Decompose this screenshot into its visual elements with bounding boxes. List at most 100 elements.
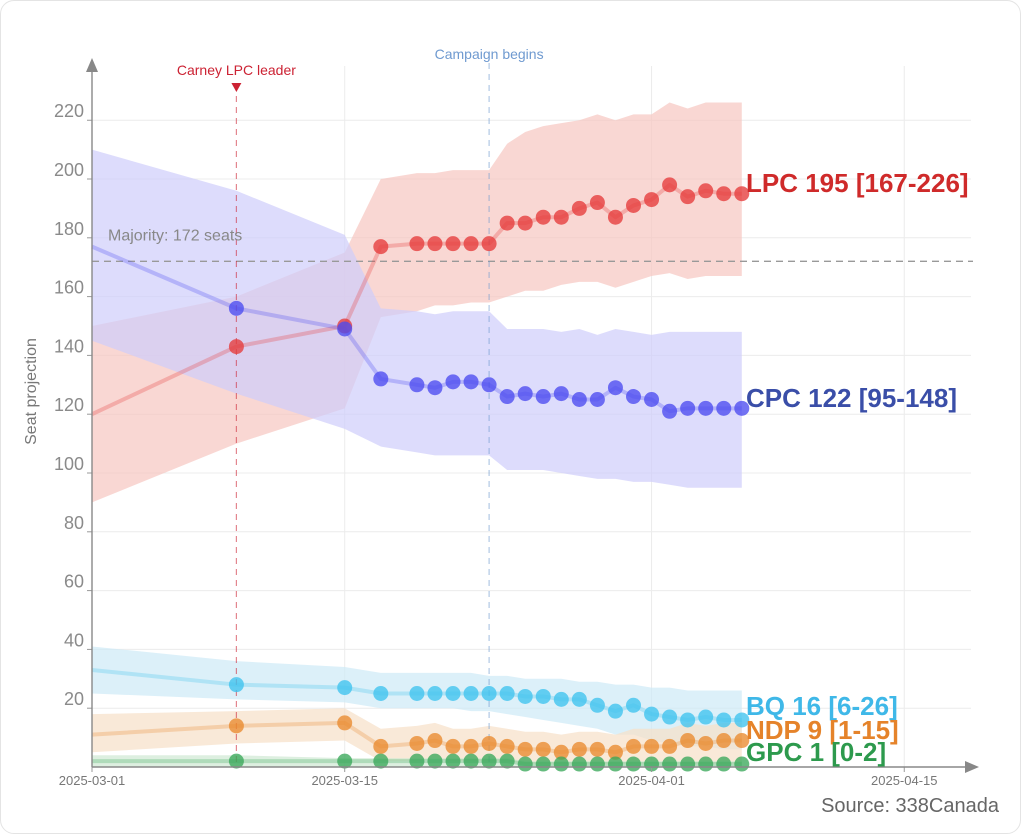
ytick-label: 160 bbox=[54, 278, 84, 298]
point-gpc bbox=[409, 753, 425, 769]
point-gpc bbox=[481, 753, 497, 769]
point-bq bbox=[644, 706, 660, 722]
point-gpc bbox=[535, 756, 551, 772]
point-lpc bbox=[517, 215, 533, 231]
point-cpc bbox=[228, 300, 244, 316]
annotation-marker bbox=[231, 83, 242, 92]
majority-label: Majority: 172 seats bbox=[108, 227, 242, 244]
point-ndp bbox=[626, 738, 641, 754]
point-lpc bbox=[463, 236, 479, 252]
point-cpc bbox=[589, 392, 605, 407]
point-cpc bbox=[517, 386, 533, 402]
series-points bbox=[228, 177, 750, 772]
point-gpc bbox=[734, 756, 750, 772]
ytick-label: 100 bbox=[54, 454, 84, 474]
point-ndp bbox=[427, 733, 443, 749]
point-ndp bbox=[463, 738, 479, 754]
point-gpc bbox=[680, 756, 696, 772]
ytick-label: 180 bbox=[54, 219, 84, 239]
point-lpc bbox=[499, 215, 515, 231]
point-lpc bbox=[716, 186, 732, 202]
point-ndp bbox=[373, 738, 389, 754]
point-lpc bbox=[662, 177, 678, 193]
point-gpc bbox=[427, 753, 443, 769]
ytick-label: 200 bbox=[54, 160, 84, 180]
point-bq bbox=[535, 688, 551, 704]
point-bq bbox=[517, 688, 533, 704]
point-lpc bbox=[571, 200, 587, 216]
source-note: Source: 338Canada bbox=[821, 795, 1000, 817]
point-ndp bbox=[644, 738, 660, 754]
point-cpc bbox=[662, 403, 678, 419]
point-bq bbox=[463, 686, 479, 701]
point-cpc bbox=[409, 377, 425, 393]
point-cpc bbox=[571, 392, 587, 407]
point-gpc bbox=[499, 753, 515, 769]
point-bq bbox=[734, 712, 750, 728]
ytick-label: 80 bbox=[64, 513, 84, 533]
end-label-bq: BQ 16 [6-26] bbox=[746, 691, 898, 721]
point-cpc bbox=[553, 386, 569, 402]
point-bq bbox=[589, 697, 605, 713]
point-cpc bbox=[499, 389, 515, 405]
point-bq bbox=[716, 712, 732, 728]
point-gpc bbox=[644, 756, 660, 772]
point-ndp bbox=[607, 744, 623, 760]
xtick-label: 2025-04-01 bbox=[618, 773, 685, 788]
point-ndp bbox=[445, 738, 461, 754]
point-ndp bbox=[517, 741, 533, 757]
end-label-ndp: NDP 9 [1-15] bbox=[746, 715, 899, 745]
point-ndp bbox=[680, 733, 696, 749]
point-lpc bbox=[553, 209, 569, 225]
point-ndp bbox=[734, 733, 750, 749]
point-bq bbox=[445, 686, 461, 701]
point-gpc bbox=[373, 753, 389, 769]
point-gpc bbox=[463, 753, 479, 769]
point-lpc bbox=[409, 236, 425, 252]
ytick-label: 60 bbox=[64, 572, 84, 592]
point-cpc bbox=[626, 389, 641, 405]
point-lpc bbox=[445, 236, 461, 252]
point-bq bbox=[553, 691, 569, 707]
point-ndp bbox=[409, 735, 425, 751]
point-cpc bbox=[445, 374, 461, 390]
point-bq bbox=[607, 703, 623, 719]
point-bq bbox=[698, 709, 714, 725]
point-bq bbox=[409, 686, 425, 701]
point-lpc bbox=[607, 209, 623, 225]
point-ndp bbox=[481, 735, 497, 751]
labels: Majority: 172 seats Carney LPC leader Camp… bbox=[23, 46, 1000, 817]
reference-lines bbox=[92, 63, 973, 767]
point-cpc bbox=[535, 389, 551, 405]
point-gpc bbox=[589, 756, 605, 772]
y-axis-arrow bbox=[86, 58, 98, 72]
point-ndp bbox=[553, 744, 569, 760]
y-axis-title: Seat projection bbox=[23, 338, 40, 445]
end-label-cpc: CPC 122 [95-148] bbox=[746, 383, 957, 413]
point-lpc bbox=[228, 339, 244, 355]
point-bq bbox=[337, 680, 353, 696]
point-gpc bbox=[228, 753, 244, 769]
point-bq bbox=[680, 712, 696, 728]
point-ndp bbox=[698, 735, 714, 751]
point-cpc bbox=[607, 380, 623, 396]
point-lpc bbox=[427, 236, 443, 252]
point-bq bbox=[481, 686, 497, 701]
point-bq bbox=[427, 686, 443, 701]
point-ndp bbox=[499, 738, 515, 754]
point-lpc bbox=[589, 195, 605, 211]
point-bq bbox=[228, 677, 244, 693]
point-ndp bbox=[662, 738, 678, 754]
point-ndp bbox=[337, 715, 353, 731]
point-lpc bbox=[626, 197, 641, 213]
point-gpc bbox=[607, 756, 623, 772]
point-gpc bbox=[626, 756, 641, 772]
point-lpc bbox=[373, 239, 389, 255]
ytick-label: 120 bbox=[54, 395, 84, 415]
point-lpc bbox=[698, 183, 714, 199]
point-bq bbox=[373, 686, 389, 701]
point-lpc bbox=[535, 209, 551, 225]
point-lpc bbox=[680, 189, 696, 205]
xtick-label: 2025-03-01 bbox=[59, 773, 126, 788]
